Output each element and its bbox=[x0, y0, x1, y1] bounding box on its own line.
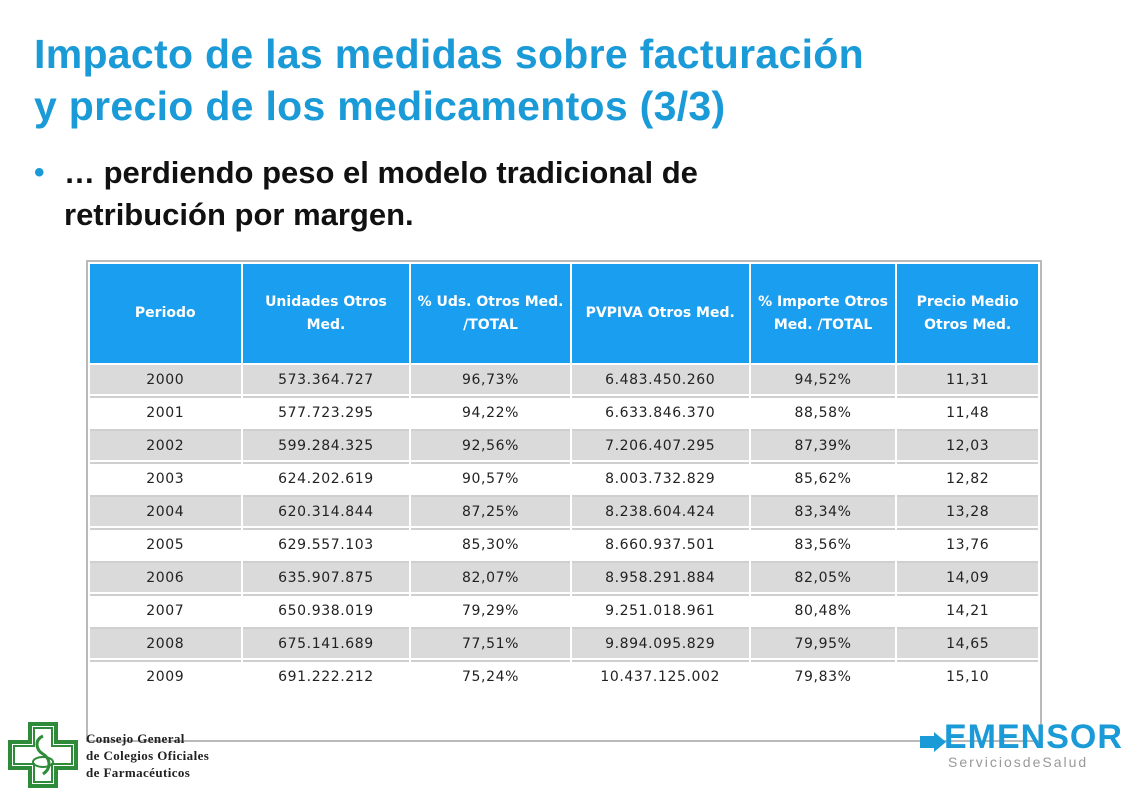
cell-pvpiva: 9.894.095.829 bbox=[571, 627, 749, 658]
cell-pvpiva: 7.206.407.295 bbox=[571, 429, 749, 460]
table-row: 2005 629.557.103 85,30% 8.660.937.501 83,56%… bbox=[90, 528, 1038, 559]
cell-precio-medio: 14,09 bbox=[897, 561, 1038, 592]
table-row: 2009 691.222.212 75,24% 10.437.125.002 79,83… bbox=[90, 660, 1038, 691]
cell-pct-uds: 82,07% bbox=[411, 561, 570, 592]
cell-unidades: 599.284.325 bbox=[242, 429, 410, 460]
cell-precio-medio: 13,76 bbox=[897, 528, 1038, 559]
cell-pct-importe: 85,62% bbox=[750, 462, 896, 493]
header-periodo: Periodo bbox=[90, 264, 241, 363]
header-pct-importe: % Importe Otros Med. /TOTAL bbox=[750, 264, 896, 363]
cell-periodo: 2006 bbox=[90, 561, 241, 592]
bullet-icon: • bbox=[34, 156, 45, 189]
table-row: 2008 675.141.689 77,51% 9.894.095.829 79,95%… bbox=[90, 627, 1038, 658]
header-pvpiva: PVPIVA Otros Med. bbox=[571, 264, 749, 363]
cgcof-line-3: de Farmacéuticos bbox=[86, 765, 191, 780]
cell-periodo: 2008 bbox=[90, 627, 241, 658]
cell-pct-uds: 92,56% bbox=[411, 429, 570, 460]
table-row: 2006 635.907.875 82,07% 8.958.291.884 82,05%… bbox=[90, 561, 1038, 592]
cell-precio-medio: 11,48 bbox=[897, 396, 1038, 427]
title-line-2: y precio de los medicamentos (3/3) bbox=[34, 83, 726, 129]
table-row: 2003 624.202.619 90,57% 8.003.732.829 85,62%… bbox=[90, 462, 1038, 493]
cell-pct-uds: 96,73% bbox=[411, 365, 570, 394]
bullet-line-1: … perdiendo peso el modelo tradicional d… bbox=[64, 155, 698, 190]
cell-periodo: 2003 bbox=[90, 462, 241, 493]
cell-periodo: 2002 bbox=[90, 429, 241, 460]
cell-pvpiva: 9.251.018.961 bbox=[571, 594, 749, 625]
cell-precio-medio: 15,10 bbox=[897, 660, 1038, 691]
pharmacy-cross-icon bbox=[8, 722, 78, 788]
cell-precio-medio: 14,21 bbox=[897, 594, 1038, 625]
cell-precio-medio: 12,03 bbox=[897, 429, 1038, 460]
cell-pct-importe: 83,56% bbox=[750, 528, 896, 559]
cell-periodo: 2004 bbox=[90, 495, 241, 526]
cell-pct-importe: 94,52% bbox=[750, 365, 896, 394]
cell-pct-importe: 79,95% bbox=[750, 627, 896, 658]
cell-pct-uds: 87,25% bbox=[411, 495, 570, 526]
bullet-point: • … perdiendo peso el modelo tradicional… bbox=[34, 152, 1094, 236]
cell-pct-importe: 83,34% bbox=[750, 495, 896, 526]
cell-pvpiva: 8.238.604.424 bbox=[571, 495, 749, 526]
cell-pct-importe: 88,58% bbox=[750, 396, 896, 427]
cell-pct-uds: 77,51% bbox=[411, 627, 570, 658]
table-row: 2001 577.723.295 94,22% 6.633.846.370 88,58%… bbox=[90, 396, 1038, 427]
cell-unidades: 577.723.295 bbox=[242, 396, 410, 427]
cell-pct-importe: 87,39% bbox=[750, 429, 896, 460]
cell-periodo: 2007 bbox=[90, 594, 241, 625]
cell-unidades: 573.364.727 bbox=[242, 365, 410, 394]
emensor-subtitle: ServiciosdeSalud bbox=[948, 754, 1089, 770]
header-precio-medio: Precio Medio Otros Med. bbox=[897, 264, 1038, 363]
cell-pvpiva: 6.633.846.370 bbox=[571, 396, 749, 427]
cell-pct-importe: 82,05% bbox=[750, 561, 896, 592]
cgcof-logo: Consejo General de Colegios Oficiales de… bbox=[8, 722, 238, 792]
table-row: 2000 573.364.727 96,73% 6.483.450.260 94,52%… bbox=[90, 365, 1038, 394]
cell-unidades: 650.938.019 bbox=[242, 594, 410, 625]
cell-unidades: 675.141.689 bbox=[242, 627, 410, 658]
header-unidades: Unidades Otros Med. bbox=[242, 264, 410, 363]
cell-pct-uds: 85,30% bbox=[411, 528, 570, 559]
emensor-logo: EMENSOR ServiciosdeSalud bbox=[920, 718, 1122, 788]
bullet-text: … perdiendo peso el modelo tradicional d… bbox=[64, 152, 1094, 236]
cell-precio-medio: 12,82 bbox=[897, 462, 1038, 493]
data-table: Periodo Unidades Otros Med. % Uds. Otros… bbox=[88, 262, 1040, 693]
cell-periodo: 2009 bbox=[90, 660, 241, 691]
cell-unidades: 620.314.844 bbox=[242, 495, 410, 526]
table-row: 2004 620.314.844 87,25% 8.238.604.424 83,34%… bbox=[90, 495, 1038, 526]
cell-periodo: 2005 bbox=[90, 528, 241, 559]
header-pct-uds: % Uds. Otros Med. /TOTAL bbox=[411, 264, 570, 363]
cgcof-line-2: de Colegios Oficiales bbox=[86, 748, 210, 763]
table-header-row: Periodo Unidades Otros Med. % Uds. Otros… bbox=[90, 264, 1038, 363]
cell-pvpiva: 6.483.450.260 bbox=[571, 365, 749, 394]
cell-periodo: 2000 bbox=[90, 365, 241, 394]
cell-periodo: 2001 bbox=[90, 396, 241, 427]
cell-pvpiva: 8.003.732.829 bbox=[571, 462, 749, 493]
cell-pct-importe: 80,48% bbox=[750, 594, 896, 625]
cell-pvpiva: 10.437.125.002 bbox=[571, 660, 749, 691]
cell-unidades: 691.222.212 bbox=[242, 660, 410, 691]
cell-pct-uds: 79,29% bbox=[411, 594, 570, 625]
table-row: 2007 650.938.019 79,29% 9.251.018.961 80,48%… bbox=[90, 594, 1038, 625]
cgcof-line-1: Consejo General bbox=[86, 731, 185, 746]
table-row: 2002 599.284.325 92,56% 7.206.407.295 87,39%… bbox=[90, 429, 1038, 460]
cell-precio-medio: 13,28 bbox=[897, 495, 1038, 526]
data-table-container: Periodo Unidades Otros Med. % Uds. Otros… bbox=[86, 260, 1042, 742]
cell-pct-uds: 90,57% bbox=[411, 462, 570, 493]
cell-pct-importe: 79,83% bbox=[750, 660, 896, 691]
cell-unidades: 629.557.103 bbox=[242, 528, 410, 559]
cell-unidades: 624.202.619 bbox=[242, 462, 410, 493]
cell-pct-uds: 94,22% bbox=[411, 396, 570, 427]
cell-pvpiva: 8.958.291.884 bbox=[571, 561, 749, 592]
title-line-1: Impacto de las medidas sobre facturación bbox=[34, 31, 864, 77]
cell-unidades: 635.907.875 bbox=[242, 561, 410, 592]
emensor-arrow-icon bbox=[920, 732, 946, 752]
slide-title: Impacto de las medidas sobre facturación… bbox=[34, 28, 1114, 132]
cgcof-logo-text: Consejo General de Colegios Oficiales de… bbox=[86, 730, 209, 781]
emensor-wordmark: EMENSOR bbox=[944, 718, 1122, 756]
cell-pct-uds: 75,24% bbox=[411, 660, 570, 691]
cell-precio-medio: 11,31 bbox=[897, 365, 1038, 394]
cell-pvpiva: 8.660.937.501 bbox=[571, 528, 749, 559]
bullet-line-2: retribución por margen. bbox=[64, 197, 414, 232]
cell-precio-medio: 14,65 bbox=[897, 627, 1038, 658]
